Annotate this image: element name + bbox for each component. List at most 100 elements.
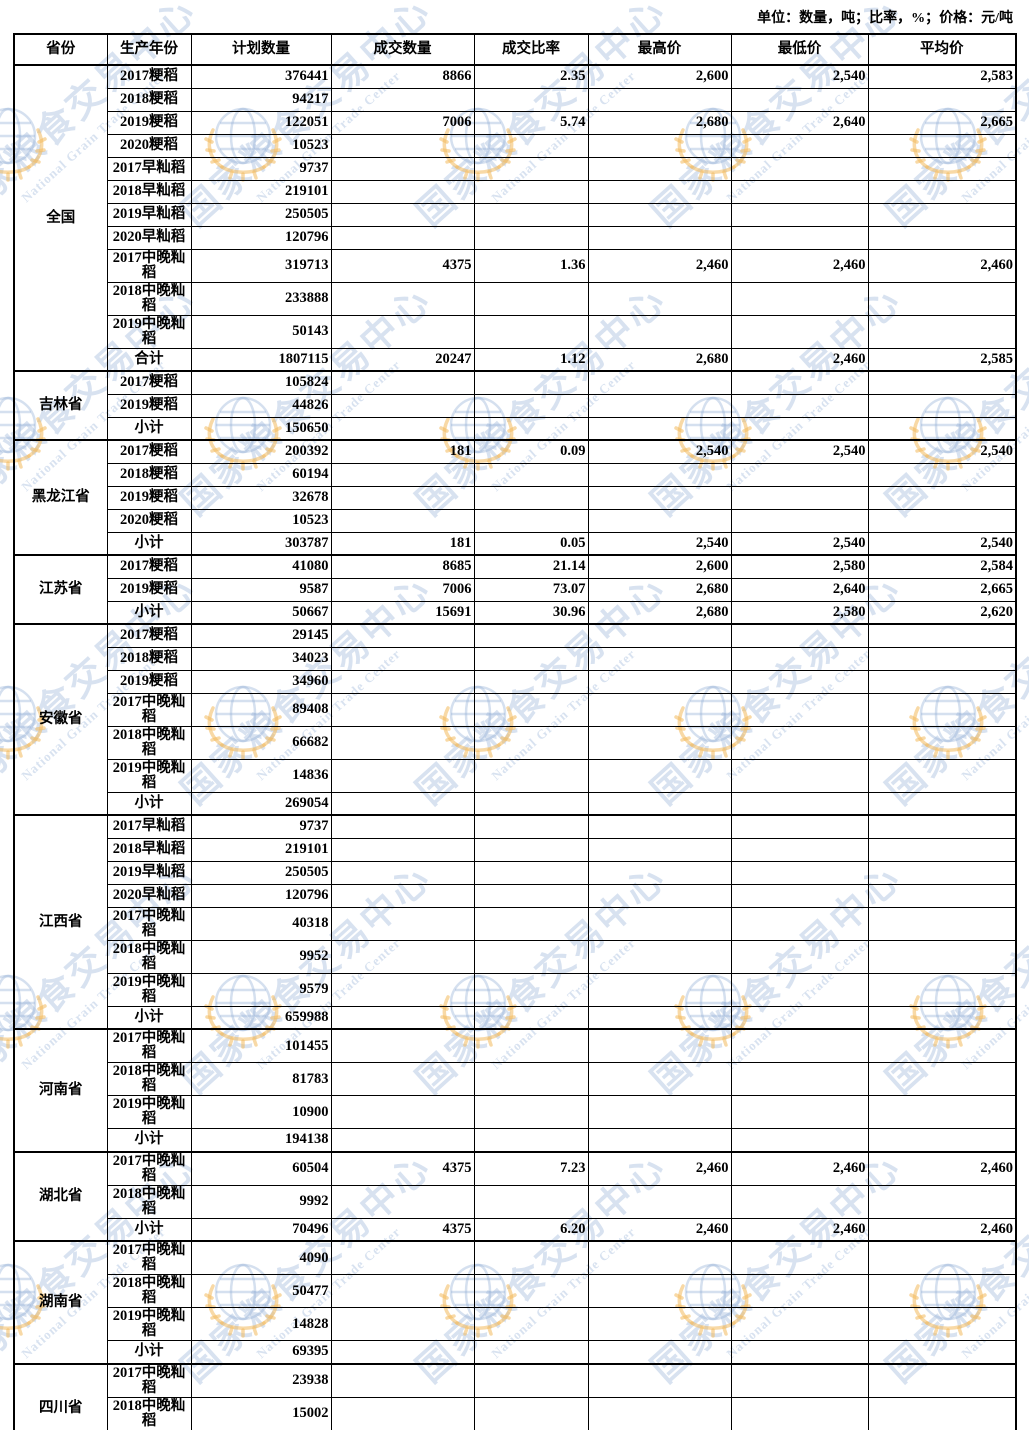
avg-price-cell xyxy=(867,1396,1017,1430)
deal-qty-cell xyxy=(330,87,475,112)
plan-qty-cell: 303787 xyxy=(190,531,332,556)
low-price-cell xyxy=(730,133,869,158)
year-cell: 小计 xyxy=(106,1005,192,1030)
deal-ratio-cell xyxy=(473,370,589,395)
high-price-cell xyxy=(587,860,732,885)
deal-qty-cell xyxy=(330,370,475,395)
deal-ratio-cell xyxy=(473,758,589,793)
high-price-cell xyxy=(587,1396,732,1430)
province-cell: 吉林省 xyxy=(13,370,108,441)
avg-price-cell xyxy=(867,1062,1017,1096)
deal-ratio-cell xyxy=(473,883,589,908)
avg-price-cell xyxy=(867,837,1017,862)
plan-qty-cell: 15002 xyxy=(190,1396,332,1430)
deal-qty-cell xyxy=(330,462,475,487)
table-row: 2019中晚籼稻 50143 xyxy=(14,314,1017,349)
avg-price-cell xyxy=(867,370,1017,395)
low-price-cell xyxy=(730,623,869,648)
high-price-cell xyxy=(587,281,732,316)
high-price-cell xyxy=(587,939,732,974)
high-price-cell: 2,460 xyxy=(587,248,732,283)
avg-price-cell xyxy=(867,156,1017,181)
table-row: 2019粳稻 9587 7006 73.07 2,680 2,640 2,665 xyxy=(14,577,1017,602)
high-price-cell xyxy=(587,1062,732,1096)
deal-qty-cell xyxy=(330,1362,475,1398)
low-price-cell xyxy=(730,87,869,112)
plan-qty-cell: 60194 xyxy=(190,462,332,487)
low-price-cell xyxy=(730,416,869,441)
low-price-cell xyxy=(730,669,869,694)
high-price-cell xyxy=(587,814,732,839)
plan-qty-cell: 9952 xyxy=(190,939,332,974)
avg-price-cell xyxy=(867,646,1017,671)
avg-price-cell: 2,583 xyxy=(867,64,1017,89)
avg-price-cell xyxy=(867,416,1017,441)
plan-qty-cell: 50667 xyxy=(190,600,332,625)
plan-qty-cell: 1807115 xyxy=(190,347,332,372)
deal-ratio-cell xyxy=(473,393,589,418)
high-price-cell xyxy=(587,758,732,793)
deal-ratio-cell xyxy=(473,939,589,974)
avg-price-cell: 2,460 xyxy=(867,1217,1017,1242)
deal-ratio-cell xyxy=(473,1184,589,1219)
plan-qty-cell: 9992 xyxy=(190,1184,332,1219)
deal-ratio-cell xyxy=(473,156,589,181)
table-row: 2019粳稻 32678 xyxy=(14,485,1017,510)
deal-ratio-cell xyxy=(473,669,589,694)
year-cell: 2020粳稻 xyxy=(106,133,192,158)
table-body: 全国 2017粳稻 376441 8866 2.35 2,600 2,540 2,583 201… xyxy=(13,64,1017,1430)
year-cell: 2018中晚籼稻 xyxy=(106,939,192,974)
year-cell: 2017中晚籼稻 xyxy=(106,1240,192,1275)
deal-ratio-cell: 6.20 xyxy=(473,1217,589,1242)
deal-ratio-cell xyxy=(473,1128,589,1152)
low-price-cell xyxy=(730,462,869,487)
year-cell: 小计 xyxy=(106,1217,192,1242)
province-cell: 湖南省 xyxy=(13,1240,108,1364)
table-row: 小计 150650 xyxy=(14,416,1017,441)
high-price-cell xyxy=(587,225,732,250)
table-row: 合计 1807115 20247 1.12 2,680 2,460 2,585 xyxy=(14,347,1017,372)
plan-qty-cell: 9587 xyxy=(190,577,332,602)
plan-qty-cell: 10523 xyxy=(190,508,332,533)
avg-price-cell xyxy=(867,939,1017,974)
low-price-cell xyxy=(730,791,869,816)
low-price-cell: 2,580 xyxy=(730,554,869,579)
high-price-cell xyxy=(587,1307,732,1341)
deal-ratio-cell xyxy=(473,972,589,1007)
plan-qty-cell: 40318 xyxy=(190,906,332,941)
high-price-cell: 2,680 xyxy=(587,110,732,135)
deal-ratio-cell: 0.05 xyxy=(473,531,589,556)
avg-price-cell: 2,665 xyxy=(867,577,1017,602)
avg-price-cell: 2,665 xyxy=(867,110,1017,135)
deal-ratio-cell xyxy=(473,646,589,671)
plan-qty-cell: 9579 xyxy=(190,972,332,1007)
year-cell: 2019粳稻 xyxy=(106,577,192,602)
year-cell: 2017粳稻 xyxy=(106,439,192,464)
deal-qty-cell xyxy=(330,1062,475,1096)
high-price-cell xyxy=(587,156,732,181)
year-cell: 2019早籼稻 xyxy=(106,202,192,227)
low-price-cell xyxy=(730,225,869,250)
avg-price-cell xyxy=(867,972,1017,1007)
deal-qty-cell xyxy=(330,939,475,974)
table-row: 2019中晚籼稻 10900 xyxy=(14,1095,1017,1129)
deal-ratio-cell xyxy=(473,281,589,316)
deal-ratio-cell xyxy=(473,133,589,158)
plan-qty-cell: 319713 xyxy=(190,248,332,283)
deal-ratio-cell: 30.96 xyxy=(473,600,589,625)
deal-qty-cell xyxy=(330,1128,475,1152)
deal-ratio-cell xyxy=(473,462,589,487)
table-row: 2018粳稻 94217 xyxy=(14,87,1017,112)
deal-ratio-cell: 0.09 xyxy=(473,439,589,464)
deal-qty-cell xyxy=(330,508,475,533)
year-cell: 2019粳稻 xyxy=(106,393,192,418)
avg-price-cell xyxy=(867,1095,1017,1129)
deal-qty-cell xyxy=(330,1307,475,1341)
low-price-cell xyxy=(730,692,869,727)
avg-price-cell xyxy=(867,393,1017,418)
low-price-cell: 2,460 xyxy=(730,1150,869,1186)
deal-ratio-cell: 2.35 xyxy=(473,64,589,89)
table-row: 吉林省 2017粳稻 105824 xyxy=(13,370,1017,441)
plan-qty-cell: 14836 xyxy=(190,758,332,793)
low-price-cell: 2,540 xyxy=(730,439,869,464)
